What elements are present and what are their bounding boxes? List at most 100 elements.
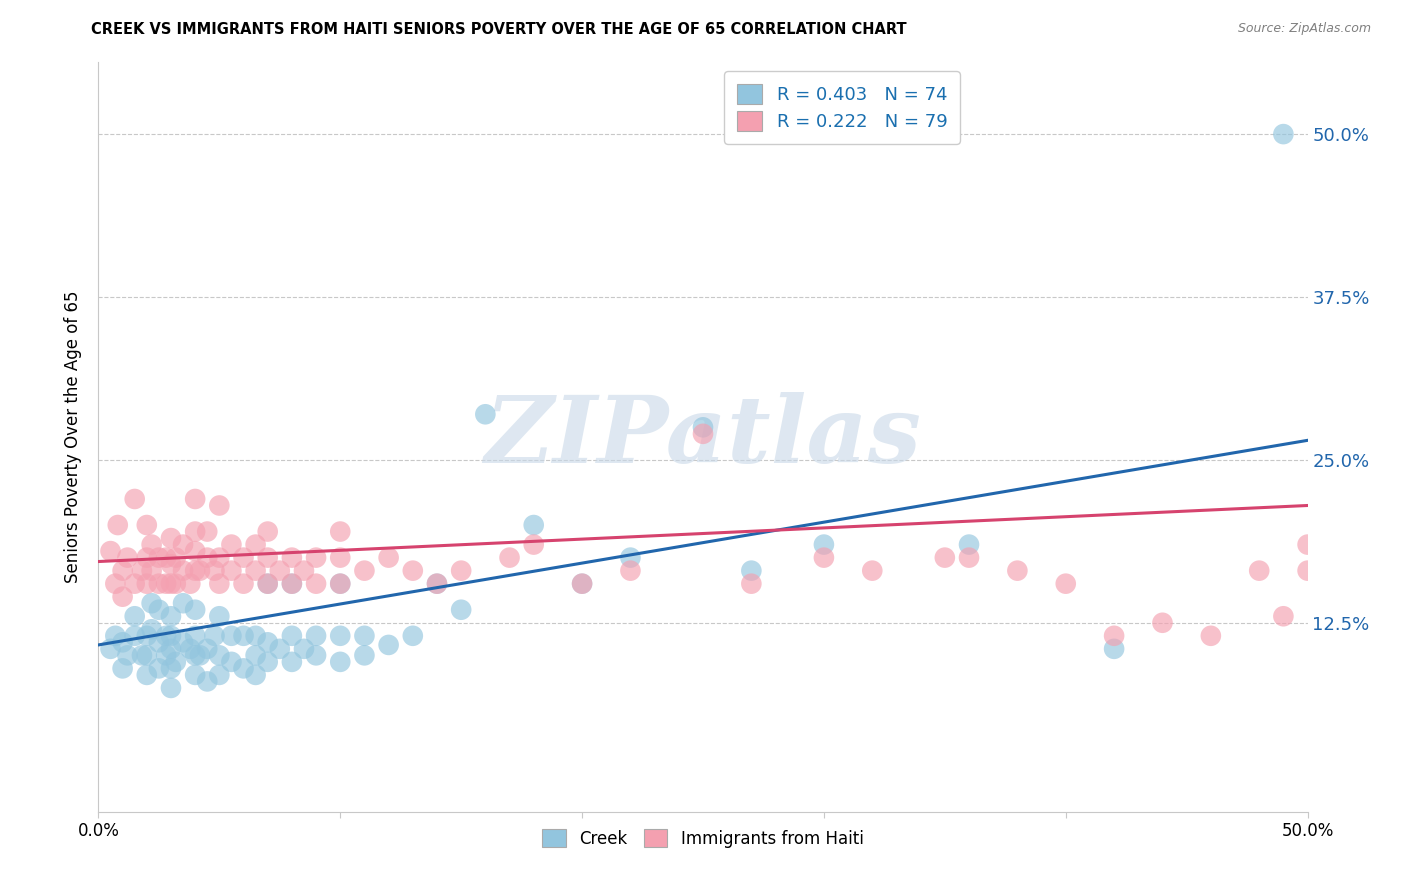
Immigrants from Haiti xyxy=(117,550,139,565)
Immigrants from Haiti xyxy=(523,538,546,552)
Immigrants from Haiti xyxy=(135,576,157,591)
Legend: Creek, Immigrants from Haiti: Creek, Immigrants from Haiti xyxy=(531,818,875,860)
Immigrants from Haiti xyxy=(245,538,267,552)
Text: Source: ZipAtlas.com: Source: ZipAtlas.com xyxy=(1237,22,1371,36)
Creek xyxy=(124,609,146,624)
Creek xyxy=(256,635,278,649)
Creek xyxy=(292,641,315,656)
Creek xyxy=(135,668,157,682)
Immigrants from Haiti xyxy=(1152,615,1174,630)
Immigrants from Haiti xyxy=(221,564,243,578)
Immigrants from Haiti xyxy=(104,576,127,591)
Immigrants from Haiti xyxy=(498,550,520,565)
Immigrants from Haiti xyxy=(195,524,218,539)
Creek xyxy=(221,655,243,669)
Immigrants from Haiti xyxy=(426,576,449,591)
Immigrants from Haiti xyxy=(135,550,157,565)
Immigrants from Haiti xyxy=(155,550,177,565)
Immigrants from Haiti xyxy=(619,564,641,578)
Creek xyxy=(135,648,157,663)
Immigrants from Haiti xyxy=(232,576,254,591)
Creek xyxy=(450,603,472,617)
Creek xyxy=(474,407,496,421)
Immigrants from Haiti xyxy=(204,564,226,578)
Creek xyxy=(208,648,231,663)
Creek xyxy=(353,648,375,663)
Creek xyxy=(353,629,375,643)
Immigrants from Haiti xyxy=(281,550,304,565)
Immigrants from Haiti xyxy=(184,491,207,506)
Creek xyxy=(111,635,134,649)
Immigrants from Haiti xyxy=(740,576,762,591)
Text: ZIPatlas: ZIPatlas xyxy=(485,392,921,482)
Immigrants from Haiti xyxy=(450,564,472,578)
Creek xyxy=(281,655,304,669)
Immigrants from Haiti xyxy=(165,550,187,565)
Creek xyxy=(135,629,157,643)
Creek xyxy=(571,576,593,591)
Creek xyxy=(204,629,226,643)
Creek xyxy=(426,576,449,591)
Creek xyxy=(155,629,177,643)
Creek xyxy=(160,661,183,675)
Immigrants from Haiti xyxy=(934,550,956,565)
Immigrants from Haiti xyxy=(208,499,231,513)
Immigrants from Haiti xyxy=(860,564,883,578)
Immigrants from Haiti xyxy=(1199,629,1222,643)
Creek xyxy=(402,629,425,643)
Creek xyxy=(256,655,278,669)
Immigrants from Haiti xyxy=(305,576,328,591)
Creek xyxy=(269,641,291,656)
Immigrants from Haiti xyxy=(1102,629,1125,643)
Creek xyxy=(232,629,254,643)
Creek xyxy=(957,538,980,552)
Immigrants from Haiti xyxy=(232,550,254,565)
Immigrants from Haiti xyxy=(135,518,157,533)
Immigrants from Haiti xyxy=(281,576,304,591)
Creek xyxy=(179,641,201,656)
Creek xyxy=(377,638,399,652)
Creek xyxy=(165,655,187,669)
Immigrants from Haiti xyxy=(160,557,183,571)
Immigrants from Haiti xyxy=(155,576,177,591)
Creek xyxy=(195,674,218,689)
Immigrants from Haiti xyxy=(184,544,207,558)
Creek xyxy=(160,681,183,695)
Immigrants from Haiti xyxy=(160,576,183,591)
Creek xyxy=(124,629,146,643)
Creek xyxy=(329,655,352,669)
Immigrants from Haiti xyxy=(221,538,243,552)
Creek xyxy=(256,576,278,591)
Creek xyxy=(172,635,194,649)
Creek xyxy=(813,538,835,552)
Creek xyxy=(111,661,134,675)
Immigrants from Haiti xyxy=(111,564,134,578)
Creek xyxy=(184,629,207,643)
Creek xyxy=(100,641,122,656)
Creek xyxy=(692,420,714,434)
Creek xyxy=(141,596,163,610)
Creek xyxy=(117,648,139,663)
Immigrants from Haiti xyxy=(813,550,835,565)
Creek xyxy=(184,648,207,663)
Immigrants from Haiti xyxy=(188,564,211,578)
Creek xyxy=(523,518,546,533)
Creek xyxy=(281,576,304,591)
Creek xyxy=(160,641,183,656)
Immigrants from Haiti xyxy=(1007,564,1029,578)
Creek xyxy=(104,629,127,643)
Creek xyxy=(184,603,207,617)
Immigrants from Haiti xyxy=(208,550,231,565)
Creek xyxy=(195,641,218,656)
Immigrants from Haiti xyxy=(131,564,153,578)
Creek xyxy=(172,596,194,610)
Creek xyxy=(281,629,304,643)
Immigrants from Haiti xyxy=(957,550,980,565)
Immigrants from Haiti xyxy=(172,564,194,578)
Immigrants from Haiti xyxy=(195,550,218,565)
Creek xyxy=(329,629,352,643)
Immigrants from Haiti xyxy=(571,576,593,591)
Immigrants from Haiti xyxy=(329,550,352,565)
Creek xyxy=(208,668,231,682)
Creek xyxy=(245,629,267,643)
